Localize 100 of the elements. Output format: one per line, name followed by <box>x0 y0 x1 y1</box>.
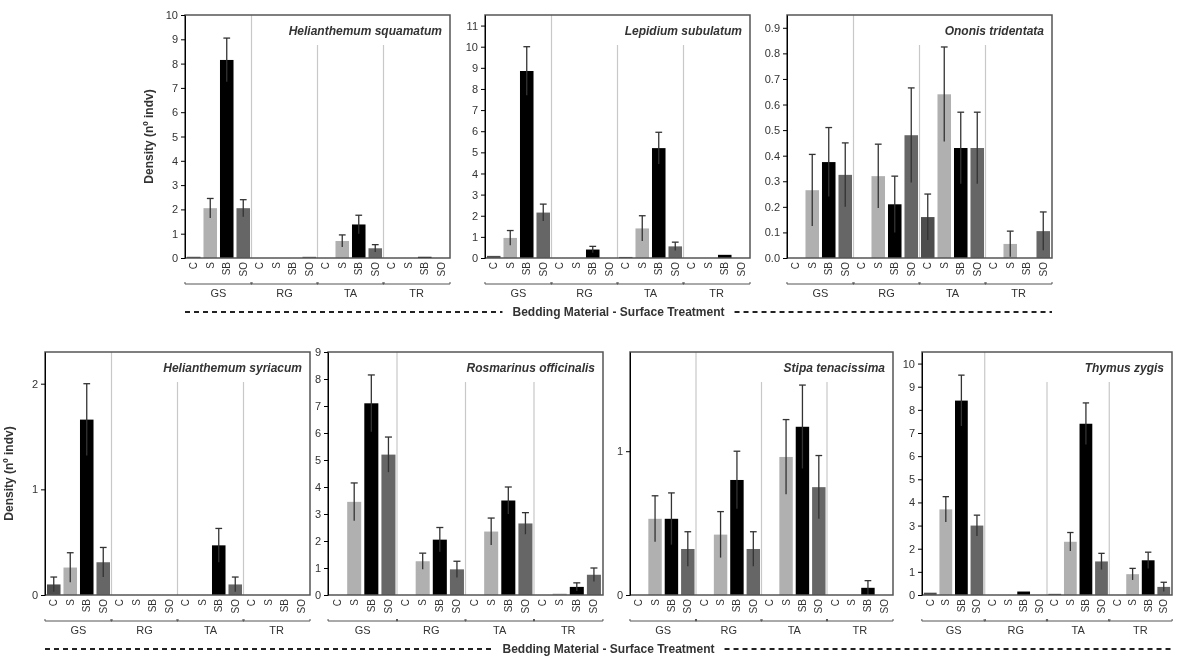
x-tick-label: S <box>485 598 497 606</box>
text: Helianthemum squamatum <box>288 24 443 38</box>
x-tick-label: S <box>570 261 582 269</box>
x-tick-label: S <box>702 261 714 269</box>
x-tick-label: S <box>806 261 818 269</box>
x-tick-label: SO <box>747 598 759 614</box>
x-tick-label: SB <box>889 261 901 276</box>
x-tick-label: C <box>764 599 776 607</box>
x-tick-label: SO <box>971 261 983 277</box>
y-tick-label: 9 <box>314 346 321 359</box>
x-tick-label: SB <box>279 598 291 613</box>
text: GS <box>354 624 371 636</box>
x-tick-label: S <box>64 598 76 606</box>
x-tick-label: S <box>262 598 274 606</box>
x-tick-label: C <box>922 262 934 270</box>
text: GS <box>510 287 527 299</box>
x-tick-label: S <box>270 261 282 269</box>
y-tick-label: 5 <box>171 130 178 143</box>
x-tick-label: SB <box>587 261 599 276</box>
y-tick-label: 0.5 <box>764 124 780 137</box>
x-tick-label: S <box>417 598 429 606</box>
x-tick-label: S <box>940 598 952 606</box>
text: Helianthemum syriacum <box>163 361 303 375</box>
text: GS <box>945 624 962 636</box>
y-tick-label: 9 <box>908 380 915 393</box>
text: TA <box>945 287 960 299</box>
y-tick-label: 1 <box>616 445 623 458</box>
x-tick-label: C <box>180 599 192 607</box>
x-tick-label: C <box>829 599 841 607</box>
x-tick-label: SB <box>1018 598 1030 613</box>
text: RG <box>276 287 293 299</box>
y-tick-label: 0 <box>471 252 478 265</box>
x-tick-label: S <box>649 598 661 606</box>
y-tick-label: 7 <box>471 104 478 117</box>
y-tick-label: 3 <box>471 188 478 201</box>
text: TR <box>1133 624 1148 636</box>
x-tick-label: SB <box>365 598 377 613</box>
x-tick-label: SB <box>1080 598 1092 613</box>
x-tick-label: SO <box>971 598 983 614</box>
x-tick-label: C <box>698 599 710 607</box>
x-tick-label: SO <box>369 261 381 277</box>
x-tick-label: SB <box>955 598 967 613</box>
x-tick-label: S <box>780 598 792 606</box>
x-tick-label: SB <box>571 598 583 613</box>
x-tick-label: C <box>856 262 868 270</box>
x-axis-title: Bedding Material - Surface Treatment <box>512 305 725 319</box>
y-tick-label: 6 <box>908 450 915 463</box>
y-tick-label: 2 <box>314 535 321 548</box>
y-tick-label: 5 <box>908 473 915 486</box>
y-tick-label: 8 <box>471 82 478 95</box>
text: GS <box>655 624 672 636</box>
x-tick-label: C <box>488 262 500 270</box>
x-tick-label: S <box>1002 598 1014 606</box>
y-tick-label: 0 <box>31 589 38 602</box>
x-tick-label: SB <box>823 261 835 276</box>
y-tick-label: 7 <box>171 81 178 94</box>
x-tick-label: SB <box>213 598 225 613</box>
x-tick-label: C <box>1111 599 1123 607</box>
y-tick-label: 4 <box>171 154 178 167</box>
x-tick-label: SB <box>653 261 665 276</box>
y-tick-label: 0 <box>908 589 915 602</box>
x-tick-label: S <box>348 598 360 606</box>
y-tick-label: 1 <box>171 227 178 240</box>
x-tick-label: SO <box>878 598 890 614</box>
y-tick-label: 1 <box>471 230 478 243</box>
x-tick-label: S <box>1004 261 1016 269</box>
x-tick-label: C <box>620 262 632 270</box>
x-tick-label: SB <box>502 598 514 613</box>
x-tick-label: SB <box>719 261 731 276</box>
y-tick-label: 4 <box>471 167 478 180</box>
y-tick-label: 11 <box>466 19 478 32</box>
x-tick-label: C <box>114 599 126 607</box>
x-tick-label: SO <box>1033 598 1045 614</box>
text: RG <box>576 287 593 299</box>
x-tick-label: SO <box>1095 598 1107 614</box>
y-tick-label: 2 <box>171 203 178 216</box>
text: GS <box>210 287 227 299</box>
x-tick-label: S <box>636 261 648 269</box>
y-tick-label: 0.8 <box>764 47 780 60</box>
text: TR <box>269 624 284 636</box>
text: RG <box>878 287 895 299</box>
x-tick-label: SB <box>521 261 533 276</box>
x-tick-label: C <box>686 262 698 270</box>
text: TA <box>343 287 358 299</box>
x-tick-label: S <box>130 598 142 606</box>
text: TA <box>203 624 218 636</box>
x-tick-label: SO <box>588 598 600 614</box>
x-tick-label: SB <box>862 598 874 613</box>
x-tick-label: S <box>715 598 727 606</box>
x-tick-label: SB <box>955 261 967 276</box>
x-tick-label: C <box>246 599 258 607</box>
y-tick-label: 2 <box>31 377 38 390</box>
x-tick-label: C <box>987 599 999 607</box>
x-tick-label: C <box>468 599 480 607</box>
y-tick-label: 10 <box>165 9 178 22</box>
y-tick-label: 0 <box>314 589 321 602</box>
y-tick-label: 3 <box>908 519 915 532</box>
x-tick-label: SB <box>287 261 299 276</box>
x-tick-label: S <box>336 261 348 269</box>
y-tick-label: 9 <box>471 61 478 74</box>
